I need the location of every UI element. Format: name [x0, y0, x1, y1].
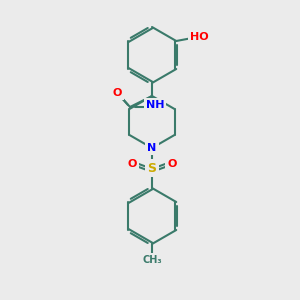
- Text: NH: NH: [146, 100, 164, 110]
- Text: HO: HO: [190, 32, 208, 42]
- Text: O: O: [127, 159, 137, 169]
- Text: O: O: [167, 159, 177, 169]
- Text: O: O: [112, 88, 122, 98]
- Text: S: S: [148, 161, 157, 175]
- Text: CH₃: CH₃: [142, 255, 162, 265]
- Text: N: N: [147, 143, 157, 153]
